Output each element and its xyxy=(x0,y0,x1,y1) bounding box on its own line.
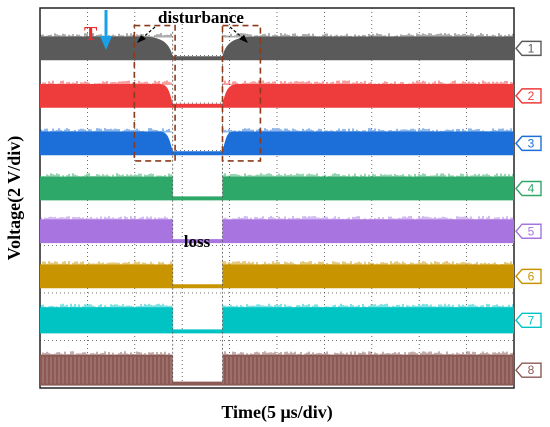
channel-marker-3: 3 xyxy=(515,135,542,152)
disturbance-box-right xyxy=(221,24,262,162)
loss-label: loss xyxy=(184,232,211,251)
trigger-arrow xyxy=(100,10,112,50)
channel-label-1: 1 xyxy=(528,41,535,55)
trace-ch1-noise xyxy=(40,33,514,38)
channel-label-4: 4 xyxy=(528,182,535,196)
channel-markers: 1 2 3 4 5 6 7 8 xyxy=(515,40,542,378)
channel-marker-8: 8 xyxy=(515,362,542,378)
trace-ch7-noise xyxy=(40,303,514,309)
y-axis-title: Voltage(2 V/div) xyxy=(4,136,25,261)
channel-label-6: 6 xyxy=(528,269,535,283)
trace-ch1 xyxy=(40,36,514,61)
channel-marker-7: 7 xyxy=(515,312,542,329)
x-axis-title: Time(5 μs/div) xyxy=(221,402,332,423)
channel-marker-1: 1 xyxy=(515,40,542,57)
traces xyxy=(40,33,514,386)
trace-ch6 xyxy=(40,264,514,289)
trace-ch2 xyxy=(40,84,514,108)
channel-marker-6: 6 xyxy=(515,268,542,285)
trace-ch4 xyxy=(40,176,514,201)
trace-ch4-noise xyxy=(40,173,514,178)
disturbance-label: disturbance xyxy=(158,8,244,27)
channel-label-5: 5 xyxy=(528,224,535,238)
trace-ch5-noise xyxy=(40,215,514,221)
channel-label-3: 3 xyxy=(528,136,535,150)
trace-ch8-noise xyxy=(40,351,514,384)
disturbance-box-left xyxy=(133,24,176,162)
annotation-overlay xyxy=(133,24,262,384)
channel-marker-4: 4 xyxy=(515,180,542,197)
channel-marker-2: 2 xyxy=(515,88,542,104)
trace-ch3-noise xyxy=(40,128,514,133)
channel-label-7: 7 xyxy=(528,313,535,327)
trace-ch2-noise xyxy=(40,80,514,85)
trace-ch6-noise xyxy=(40,261,514,266)
channel-marker-5: 5 xyxy=(515,223,542,239)
channel-label-2: 2 xyxy=(528,89,535,103)
trace-ch7 xyxy=(40,307,514,334)
channel-label-8: 8 xyxy=(528,363,535,377)
trace-ch3 xyxy=(40,131,514,156)
trigger-label: T xyxy=(84,23,98,45)
trace-ch5 xyxy=(40,219,514,244)
